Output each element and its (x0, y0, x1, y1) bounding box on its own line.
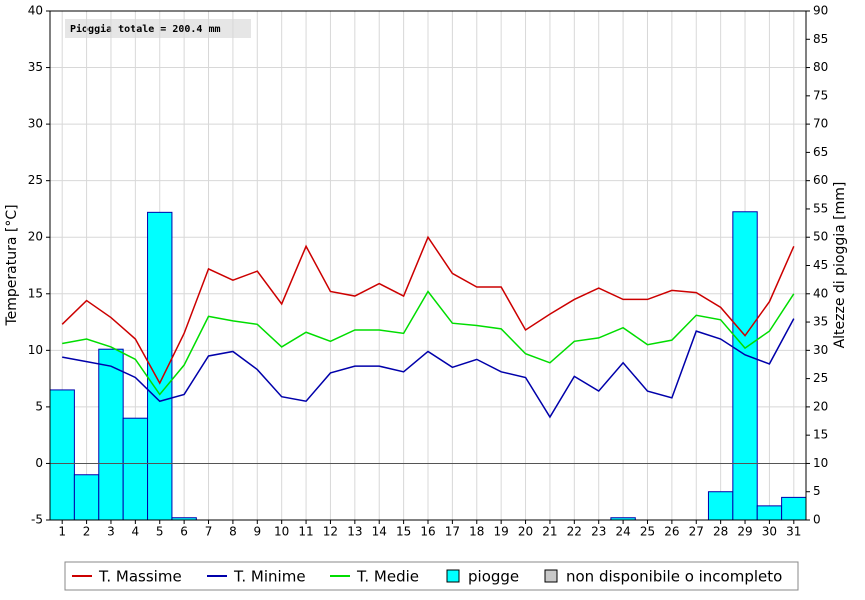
line (62, 318, 795, 419)
y2-tick-label: 40 (813, 286, 828, 300)
bar (49, 389, 75, 521)
y2-tick-label: 60 (813, 173, 828, 187)
y-tick-label: 0 (35, 456, 43, 470)
y-tick-label: 40 (28, 4, 43, 18)
x-tick-label: 13 (347, 525, 362, 539)
legend-label: T. Massime (98, 568, 182, 586)
x-tick-label: 12 (323, 525, 338, 539)
x-tick-label: 24 (615, 525, 630, 539)
bar (98, 348, 124, 521)
x-tick-label: 17 (445, 525, 460, 539)
plot-frame (49, 10, 807, 521)
x-tick-label: 20 (518, 525, 533, 539)
x-tick-label: 29 (737, 525, 752, 539)
bar (732, 211, 758, 521)
annotation-box (65, 19, 251, 38)
y-tick-label: 10 (28, 343, 43, 357)
y2-tick-label: 45 (813, 258, 828, 272)
line (61, 235, 795, 385)
x-tick-label: 30 (762, 525, 777, 539)
y-tick-label: 20 (28, 230, 43, 244)
y2-tick-label: 0 (813, 513, 821, 527)
x-tick-label: 9 (253, 525, 261, 539)
y-tick-label: 30 (28, 117, 43, 131)
x-tick-label: 4 (132, 525, 140, 539)
y2-tick-label: 70 (813, 117, 828, 131)
y2-tick-label: 50 (813, 230, 828, 244)
x-tick-label: 3 (107, 525, 115, 539)
y2-tick-label: 65 (813, 145, 828, 159)
y-tick-label: 15 (28, 286, 43, 300)
y2-tick-label: 10 (813, 456, 828, 470)
bar (73, 474, 100, 521)
bar (122, 417, 149, 521)
x-tick-label: 18 (469, 525, 484, 539)
y2-tick-label: 20 (813, 399, 828, 413)
legend-swatch (544, 569, 558, 583)
bar (707, 491, 734, 521)
x-tick-label: 27 (689, 525, 704, 539)
x-tick-label: 16 (420, 525, 435, 539)
x-tick-label: 19 (494, 525, 509, 539)
x-tick-label: 23 (591, 525, 606, 539)
y2-tick-label: 80 (813, 60, 828, 74)
x-tick-label: 11 (298, 525, 313, 539)
y2-tick-label: 85 (813, 32, 828, 46)
x-tick-label: 8 (229, 525, 237, 539)
legend-label: non disponibile o incompleto (566, 568, 782, 586)
legend-swatch (446, 569, 460, 583)
x-tick-label: 14 (372, 525, 387, 539)
x-tick-label: 31 (786, 525, 801, 539)
x-tick-label: 1 (58, 525, 66, 539)
x-tick-label: 15 (396, 525, 411, 539)
bar (756, 505, 783, 521)
x-tick-label: 6 (180, 525, 188, 539)
y2-tick-label: 55 (813, 201, 828, 215)
line (62, 290, 795, 396)
x-tick-label: 28 (713, 525, 728, 539)
x-tick-label: 21 (542, 525, 557, 539)
x-tick-label: 25 (640, 525, 655, 539)
y-tick-label: -5 (31, 513, 43, 527)
x-tick-label: 22 (567, 525, 582, 539)
y2-tick-label: 90 (813, 4, 828, 18)
x-tick-label: 2 (83, 525, 91, 539)
legend-label: T. Minime (233, 568, 306, 586)
legend-box (64, 561, 799, 591)
y2-tick-label: 5 (813, 484, 821, 498)
y2-tick-label: 30 (813, 343, 828, 357)
y2-tick-label: 75 (813, 88, 828, 102)
y-axis-label: Temperatura [°C] (4, 204, 20, 326)
y2-tick-label: 35 (813, 315, 828, 329)
annotation: Pioggia totale = 200.4 mm (70, 23, 221, 35)
y2-tick-label: 15 (813, 428, 828, 442)
legend: T. Massime T. Minime T. Medie piogge non dis… (72, 568, 782, 586)
x-tick-label: 10 (274, 525, 289, 539)
y-tick-label: 5 (35, 399, 43, 413)
bar (781, 496, 807, 521)
x-tick-label: 26 (664, 525, 679, 539)
x-tick-label: 5 (156, 525, 164, 539)
y-tick-label: 25 (28, 173, 43, 187)
y-tick-label: 35 (28, 60, 43, 74)
x-tick-label: 7 (205, 525, 213, 539)
y2-axis-label: Altezze di pioggia [mm] (832, 182, 848, 349)
legend-label: piogge (468, 568, 519, 586)
y2-tick-label: 25 (813, 371, 828, 385)
legend-label: T. Medie (356, 568, 419, 586)
